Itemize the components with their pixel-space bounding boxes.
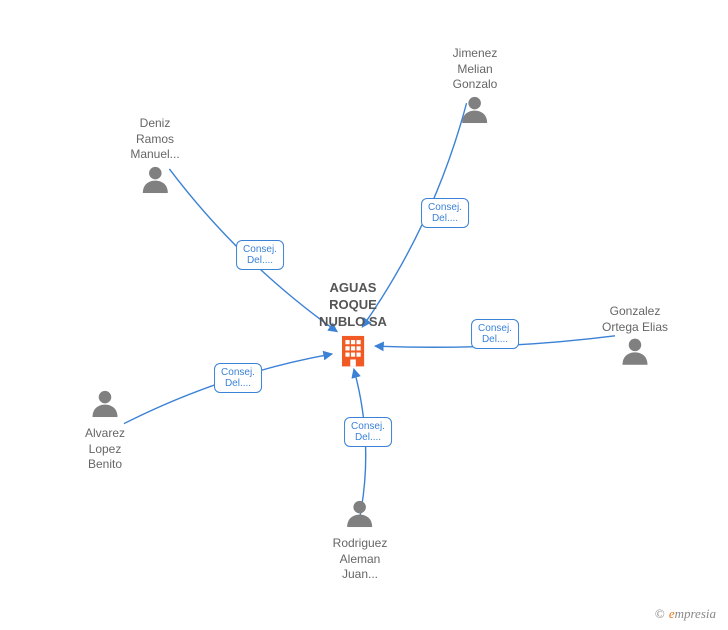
person-label: Deniz Ramos Manuel...: [130, 116, 179, 163]
person-node-gonzalez[interactable]: Gonzalez Ortega Elias: [602, 300, 668, 370]
company-label: AGUAS ROQUE NUBLO SA: [319, 280, 387, 331]
building-icon: [336, 333, 370, 374]
person-node-deniz[interactable]: Deniz Ramos Manuel...: [130, 112, 179, 198]
person-icon: [140, 163, 170, 198]
person-node-alvarez[interactable]: Alvarez Lopez Benito: [85, 387, 125, 473]
person-label: Jimenez Melian Gonzalo: [453, 46, 498, 93]
person-icon: [90, 387, 120, 422]
person-icon: [620, 335, 650, 370]
person-label: Gonzalez Ortega Elias: [602, 304, 668, 335]
edge-label-alvarez[interactable]: Consej. Del....: [214, 363, 262, 393]
edge-label-jimenez[interactable]: Consej. Del....: [421, 198, 469, 228]
person-label: Rodriguez Aleman Juan...: [333, 536, 388, 583]
copyright-symbol: ©: [655, 606, 665, 621]
person-icon: [460, 93, 490, 128]
company-node[interactable]: AGUAS ROQUE NUBLO SA: [319, 276, 387, 374]
person-node-jimenez[interactable]: Jimenez Melian Gonzalo: [453, 42, 498, 128]
watermark: ©empresia: [655, 606, 716, 622]
edge-label-rodriguez[interactable]: Consej. Del....: [344, 417, 392, 447]
network-diagram: AGUAS ROQUE NUBLO SA Deniz Ramos Manuel.…: [0, 0, 728, 630]
edge-label-deniz[interactable]: Consej. Del....: [236, 240, 284, 270]
person-node-rodriguez[interactable]: Rodriguez Aleman Juan...: [333, 497, 388, 583]
edge-label-gonzalez[interactable]: Consej. Del....: [471, 319, 519, 349]
person-icon: [345, 497, 375, 532]
person-label: Alvarez Lopez Benito: [85, 426, 125, 473]
